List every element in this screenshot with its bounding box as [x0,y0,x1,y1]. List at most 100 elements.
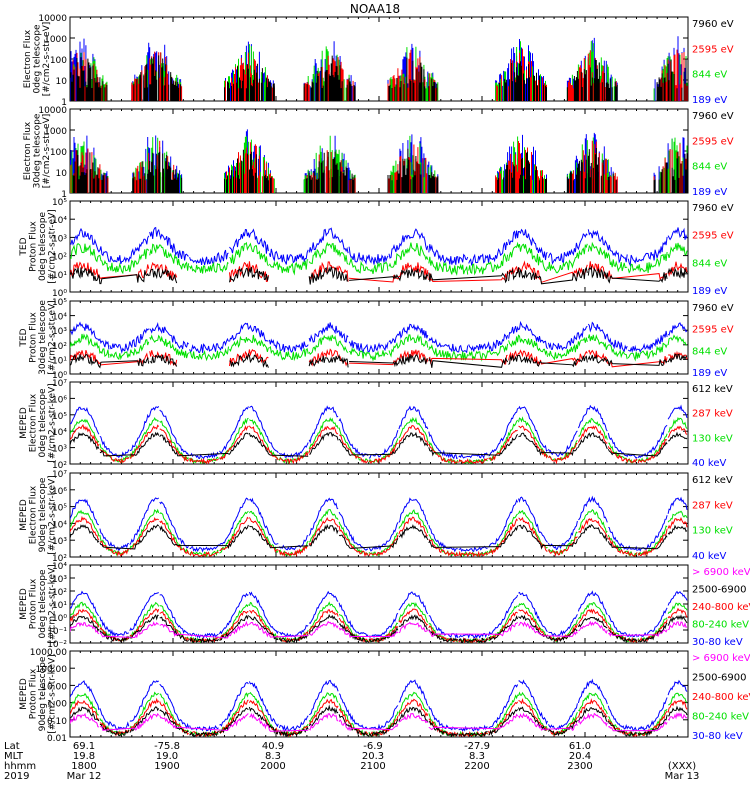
y-axis-label-line: Proton Flux [29,578,39,629]
legend-entry: 240-800 keV [692,602,750,613]
series-line [70,620,688,639]
series-line [70,226,688,267]
y-tick-label: 10² [52,342,67,352]
y-tick-label: 10.00 [41,682,67,692]
series-line [70,333,688,362]
y-tick-label: 10¹ [52,271,67,281]
y-tick-label: 10⁴ [52,216,67,226]
y-tick-label: 0.10 [47,717,67,727]
series-traces [70,495,688,557]
y-tick-label: 10 [56,169,68,179]
legend-entry: 7960 eV [692,19,734,30]
y-axis-label: MEPED Proton Flux 0deg telescope [#/cm2-s-s… [19,564,58,643]
mlt-tick-label: 19.0 [156,751,178,762]
series-traces [70,36,688,101]
y-axis-label: MEPED Electron Flux 90deg telescope [#/cm2-… [19,475,58,554]
y-tick-label: 10³ [52,537,67,547]
y-tick-label: 1.00 [47,700,67,710]
series-traces [70,129,688,193]
y-tick-label: 1000 [44,127,67,137]
y-tick-label: 1000 [44,35,67,45]
legend-entry: 80-240 keV [692,620,749,631]
legend-entry: 130 keV [692,526,733,537]
y-tick-label: 10⁴ [52,313,67,323]
series-line [70,704,688,737]
lat-tick-label: 69.1 [73,741,95,752]
y-tick-label: 10⁵ [52,198,67,208]
y-tick-label: 10⁵ [52,504,67,514]
time-tick-label: 1900 [154,761,179,772]
series-line [70,697,688,737]
y-tick-label: 10⁻² [47,640,67,650]
legend-entry: 7960 eV [692,203,734,214]
legend-entry: 189 eV [692,286,727,297]
y-tick-label: 0.01 [47,734,67,744]
y-tick-label: 1 [61,98,67,108]
legend-entry: 40 keV [692,551,726,562]
series-line [70,712,688,732]
time-tick-label: 1800 [71,761,96,772]
time-tick-label: 2300 [567,761,592,772]
series-traces [70,320,688,369]
y-tick-label: 10² [52,554,67,564]
series-line [70,352,688,369]
y-axis-label: TED Proton Flux 30deg telescope [#/cm2-s-st… [19,300,58,375]
end-date-label: Mar 13 [665,771,700,782]
y-tick-label: 100 [50,56,67,66]
y-tick-label: 100 [50,148,67,158]
y-axis-label-line: 0deg telescope [38,212,48,282]
chart-title: NOAA18 [350,2,400,16]
y-tick-label: 10000 [38,14,67,24]
y-tick-label: 10⁷ [52,470,67,480]
series-traces [70,404,688,464]
y-axis-label-line: MEPED [19,588,29,620]
y-tick-label: 10000 [38,106,67,116]
y-tick-label: 10⁻¹ [47,627,67,637]
y-tick-label: 10⁶ [52,395,67,405]
legend-entry: 7960 eV [692,303,734,314]
x-row-label: 2019 [4,771,29,782]
y-tick-label: 10 [56,77,68,87]
legend-entry: 287 keV [692,409,733,420]
legend-entry: 2595 eV [692,44,734,55]
y-tick-label: 10² [52,253,67,263]
legend-entry: 130 keV [692,433,733,444]
y-tick-label: 10³ [52,327,67,337]
mlt-tick-label: 20.4 [569,751,591,762]
y-axis-label-line: 90deg telescope [38,477,48,552]
series-line [70,431,688,457]
y-axis-label: MEPED Proton Flux 90deg telescope [#/cm2-s-… [19,654,58,733]
mlt-tick-label: 8.3 [265,751,281,762]
legend-entry: 2595 eV [692,231,734,242]
y-axis-label-line: [#/cm2-s-str-keV] [48,383,58,462]
legend-entry: 287 keV [692,500,733,511]
y-tick-label: 10³ [52,445,67,455]
y-axis-label-line: [#/cm2-s-str-eV] [48,209,58,284]
x-row-label: Lat [4,741,20,752]
series-traces [70,590,688,643]
y-axis-label-line: TED [19,237,29,256]
series-line [70,515,688,557]
series-line [70,508,688,557]
legend-entry: 30-80 keV [692,637,743,648]
legend-entry: 189 eV [692,187,727,198]
y-tick-label: 10⁴ [52,562,67,572]
y-tick-label: 10¹ [52,601,67,611]
y-axis-label-line: [#/cm2-s-str-keV] [48,654,58,733]
series-line [72,148,688,193]
lat-tick-label: -75.8 [154,741,180,752]
y-axis-label-line: Electron Flux [23,121,33,180]
y-tick-label: 10⁵ [52,298,67,308]
y-axis-label-line: [#/cm2-s-str-eV] [48,300,58,375]
legend-entry: 189 eV [692,368,727,379]
mlt-tick-label: 19.8 [73,751,95,762]
lat-tick-label: -27.9 [464,741,490,752]
y-tick-label: 10⁰ [52,371,67,381]
y-axis-label-line: [#/cm2-s-str-keV] [48,564,58,643]
